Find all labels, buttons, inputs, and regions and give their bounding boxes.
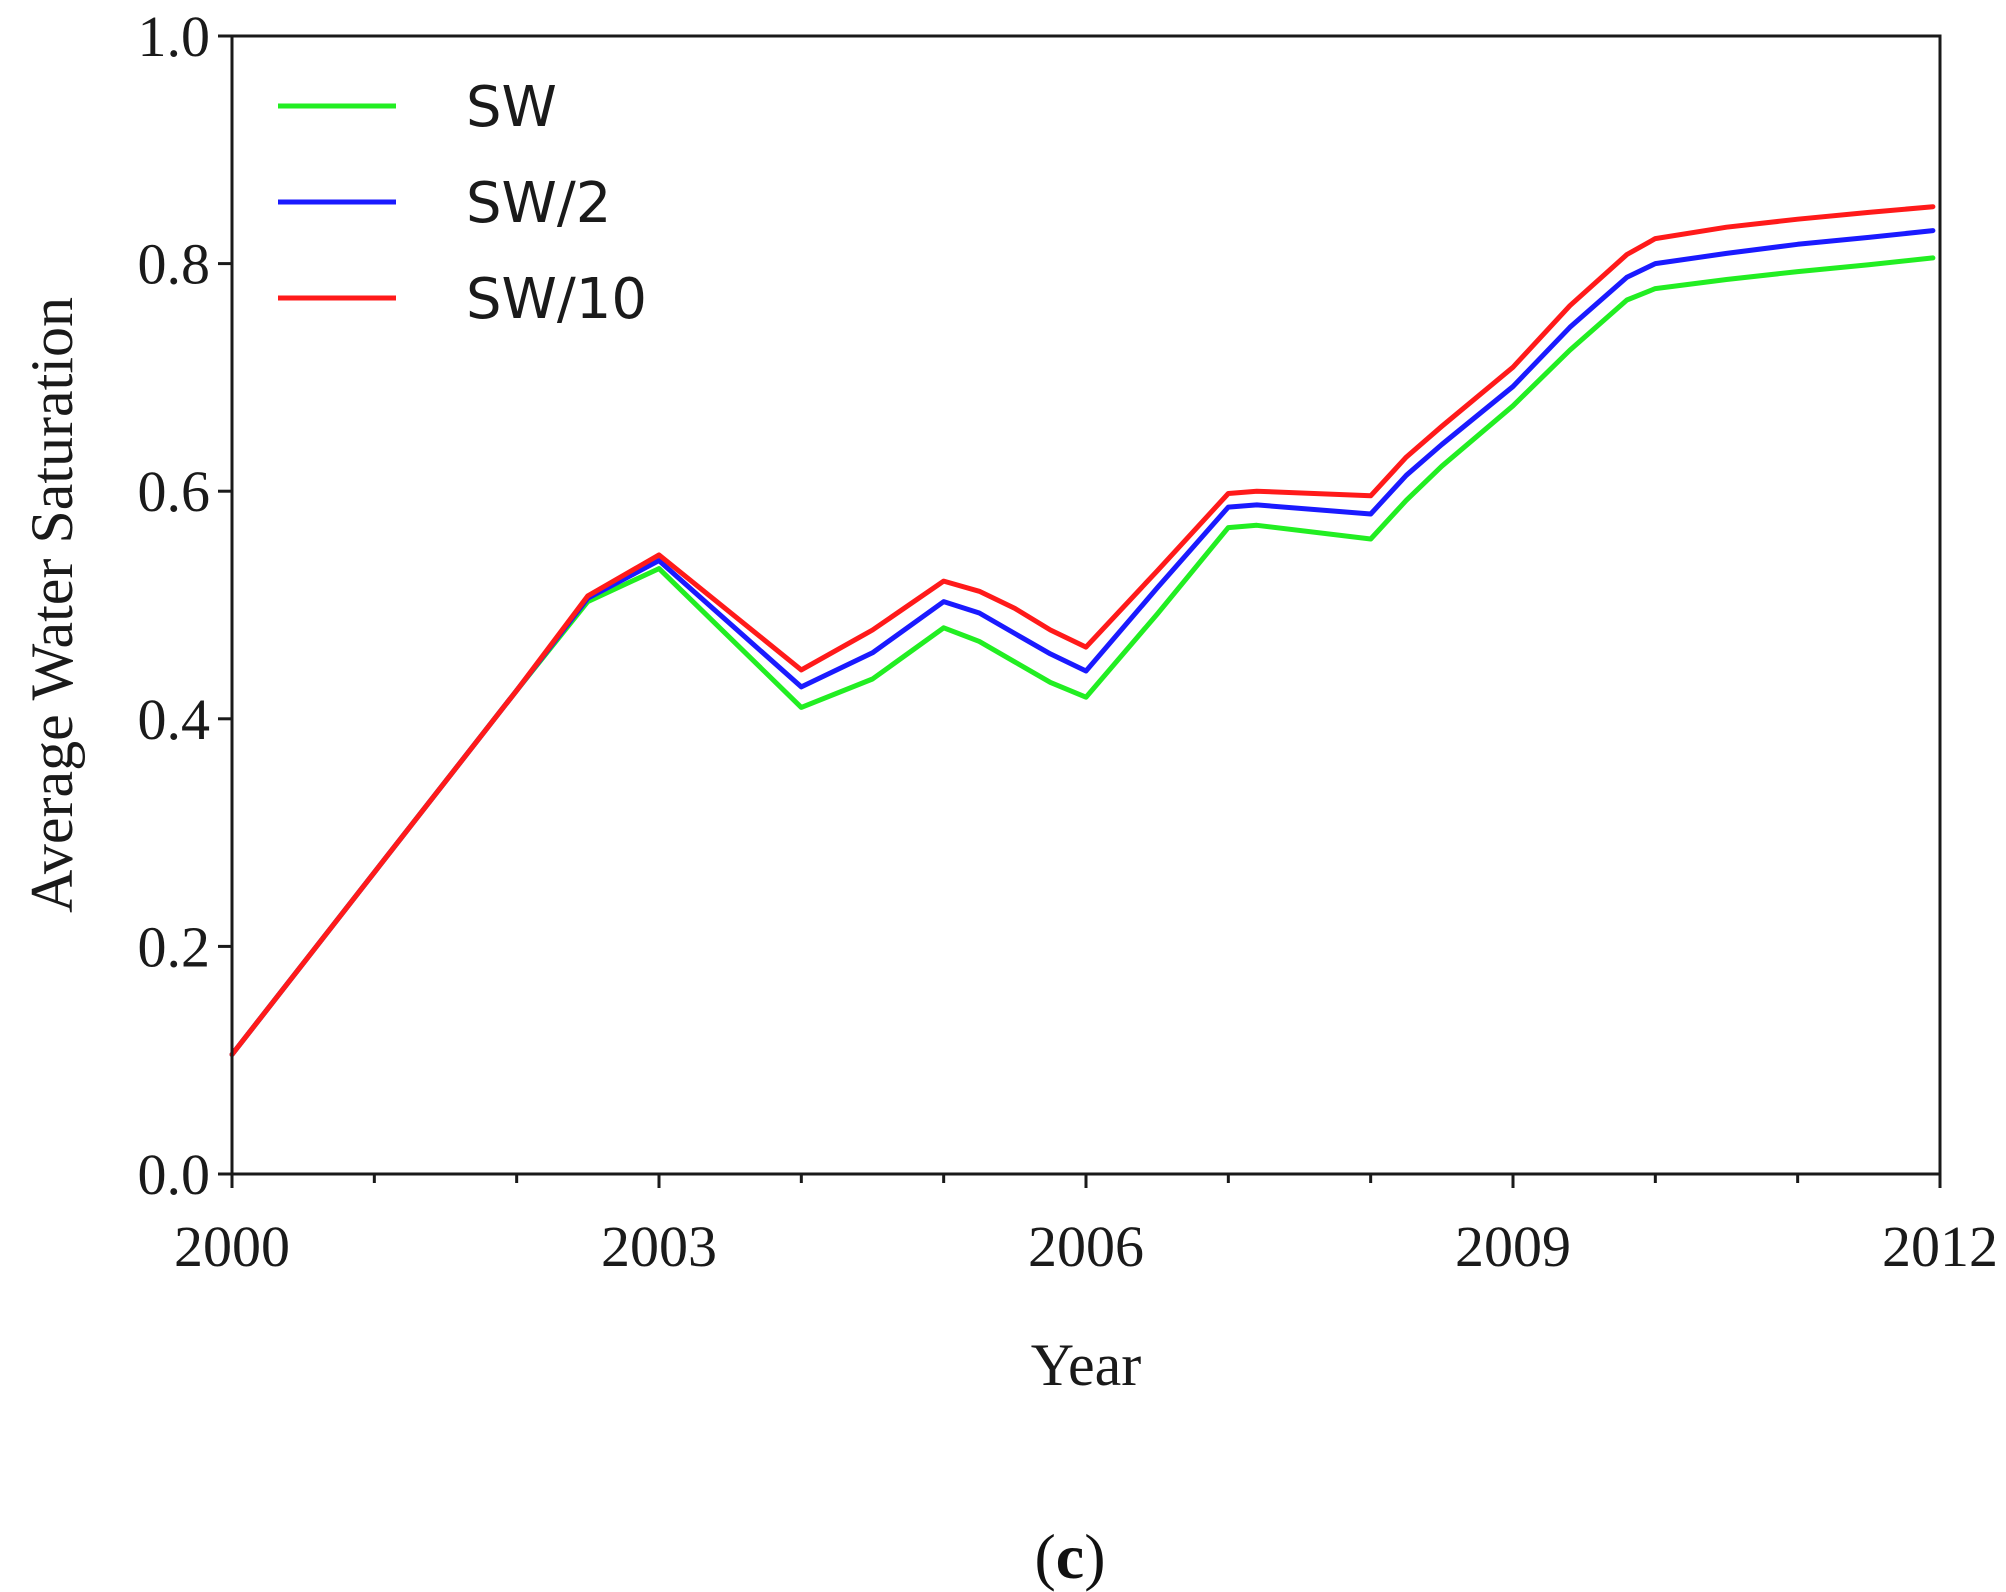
legend-label-sw-10: SW/10 <box>466 267 647 332</box>
series-line-sw <box>229 255 1936 1057</box>
x-tick-label: 2009 <box>1455 1214 1571 1279</box>
legend: SW SW/2 SW/10 <box>278 75 647 332</box>
y-tick-label: 0.4 <box>138 687 211 752</box>
y-tick-label: 0.6 <box>138 459 211 524</box>
series-layer <box>229 204 1936 1057</box>
series-line-sw-2 <box>229 228 1936 1057</box>
y-tick-label: 0.2 <box>138 914 211 979</box>
panel-label-close: ) <box>1084 1521 1105 1592</box>
panel-label-letter: c <box>1056 1521 1084 1592</box>
legend-label-sw-2: SW/2 <box>466 171 611 236</box>
x-tick-label: 2003 <box>601 1214 717 1279</box>
series-line-sw-10 <box>229 204 1936 1057</box>
y-axis-title: Average Water Saturation <box>19 297 85 913</box>
x-tick-label: 2000 <box>174 1214 290 1279</box>
x-axis-title: Year <box>1031 1332 1142 1398</box>
legend-label-sw: SW <box>466 75 557 140</box>
x-tick-label: 2006 <box>1028 1214 1144 1279</box>
x-tick-label: 2012 <box>1882 1214 1998 1279</box>
y-tick-label: 0.0 <box>138 1142 211 1207</box>
axis-ticks: 0.0 0.2 0.4 0.6 0.8 1.0 2000 2003 2006 2009 2012 <box>138 4 1999 1279</box>
y-tick-label: 0.8 <box>138 232 211 297</box>
panel-label: (c) <box>1034 1521 1105 1592</box>
y-tick-label: 1.0 <box>138 4 211 69</box>
panel-label-open: ( <box>1034 1521 1055 1592</box>
